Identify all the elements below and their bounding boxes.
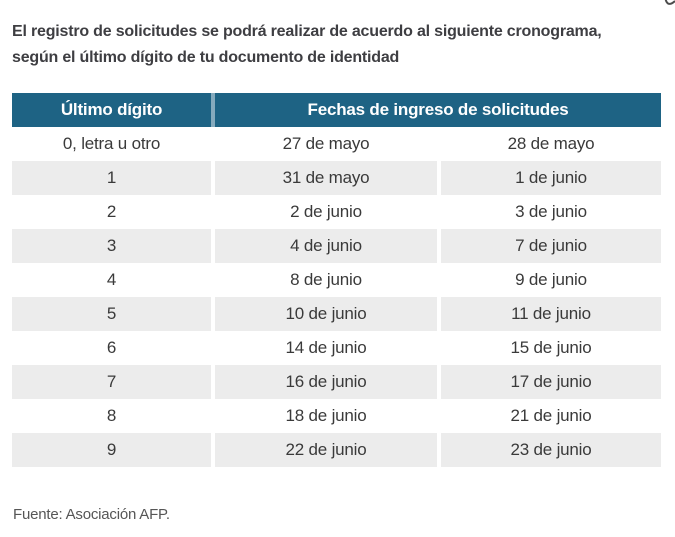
cell-second-date: 1 de junio: [441, 161, 661, 195]
cell-first-date: 10 de junio: [215, 297, 437, 331]
cell-digit: 3: [12, 229, 211, 263]
cell-digit: 4: [12, 263, 211, 297]
column-gap: [437, 127, 441, 161]
cropped-corner-glyph: [659, 0, 675, 14]
cell-second-date: 3 de junio: [441, 195, 661, 229]
column-header-last-digit: Último dígito: [12, 93, 211, 127]
column-gap: [437, 365, 441, 399]
column-gap: [211, 161, 215, 195]
column-gap: [211, 297, 215, 331]
cell-first-date: 2 de junio: [215, 195, 437, 229]
table-row: 0, letra u otro 27 de mayo 28 de mayo: [12, 127, 661, 161]
intro-text: El registro de solicitudes se podrá real…: [12, 19, 667, 71]
column-gap: [437, 195, 441, 229]
table-body: 0, letra u otro 27 de mayo 28 de mayo 1 …: [12, 127, 661, 467]
table-row: 5 10 de junio 11 de junio: [12, 297, 661, 331]
column-gap: [437, 331, 441, 365]
column-gap: [437, 433, 441, 467]
cell-first-date: 4 de junio: [215, 229, 437, 263]
column-header-dates: Fechas de ingreso de solicitudes: [215, 93, 661, 127]
cell-second-date: 9 de junio: [441, 263, 661, 297]
cell-digit: 5: [12, 297, 211, 331]
cell-first-date: 14 de junio: [215, 331, 437, 365]
column-gap: [437, 297, 441, 331]
column-gap: [437, 161, 441, 195]
cell-first-date: 18 de junio: [215, 399, 437, 433]
cell-second-date: 11 de junio: [441, 297, 661, 331]
table-row: 7 16 de junio 17 de junio: [12, 365, 661, 399]
cell-second-date: 15 de junio: [441, 331, 661, 365]
column-gap: [211, 263, 215, 297]
cell-digit: 6: [12, 331, 211, 365]
table-header-row: Último dígito Fechas de ingreso de solic…: [12, 93, 661, 127]
cell-digit: 7: [12, 365, 211, 399]
intro-line-1: El registro de solicitudes se podrá real…: [12, 23, 602, 40]
column-gap: [211, 229, 215, 263]
table-row: 4 8 de junio 9 de junio: [12, 263, 661, 297]
cell-second-date: 28 de mayo: [441, 127, 661, 161]
cell-second-date: 21 de junio: [441, 399, 661, 433]
cell-first-date: 31 de mayo: [215, 161, 437, 195]
cell-digit: 1: [12, 161, 211, 195]
schedule-table: Último dígito Fechas de ingreso de solic…: [12, 93, 661, 467]
intro-line-2: según el último dígito de tu documento d…: [12, 49, 400, 66]
column-gap: [437, 229, 441, 263]
cell-first-date: 8 de junio: [215, 263, 437, 297]
cell-digit: 8: [12, 399, 211, 433]
cell-digit: 2: [12, 195, 211, 229]
cell-second-date: 23 de junio: [441, 433, 661, 467]
cell-second-date: 17 de junio: [441, 365, 661, 399]
table-row: 2 2 de junio 3 de junio: [12, 195, 661, 229]
column-gap: [211, 399, 215, 433]
cell-first-date: 27 de mayo: [215, 127, 437, 161]
column-gap: [211, 331, 215, 365]
column-gap: [211, 195, 215, 229]
column-gap: [211, 433, 215, 467]
cell-digit: 0, letra u otro: [12, 127, 211, 161]
cell-first-date: 16 de junio: [215, 365, 437, 399]
table-row: 8 18 de junio 21 de junio: [12, 399, 661, 433]
cell-second-date: 7 de junio: [441, 229, 661, 263]
source-attribution: Fuente: Asociación AFP.: [13, 506, 170, 523]
column-gap: [437, 399, 441, 433]
table-row: 3 4 de junio 7 de junio: [12, 229, 661, 263]
cell-digit: 9: [12, 433, 211, 467]
table-row: 9 22 de junio 23 de junio: [12, 433, 661, 467]
column-gap: [211, 365, 215, 399]
column-gap: [211, 127, 215, 161]
header-column-divider: [211, 93, 215, 127]
column-gap: [437, 263, 441, 297]
cell-first-date: 22 de junio: [215, 433, 437, 467]
table-row: 1 31 de mayo 1 de junio: [12, 161, 661, 195]
table-row: 6 14 de junio 15 de junio: [12, 331, 661, 365]
